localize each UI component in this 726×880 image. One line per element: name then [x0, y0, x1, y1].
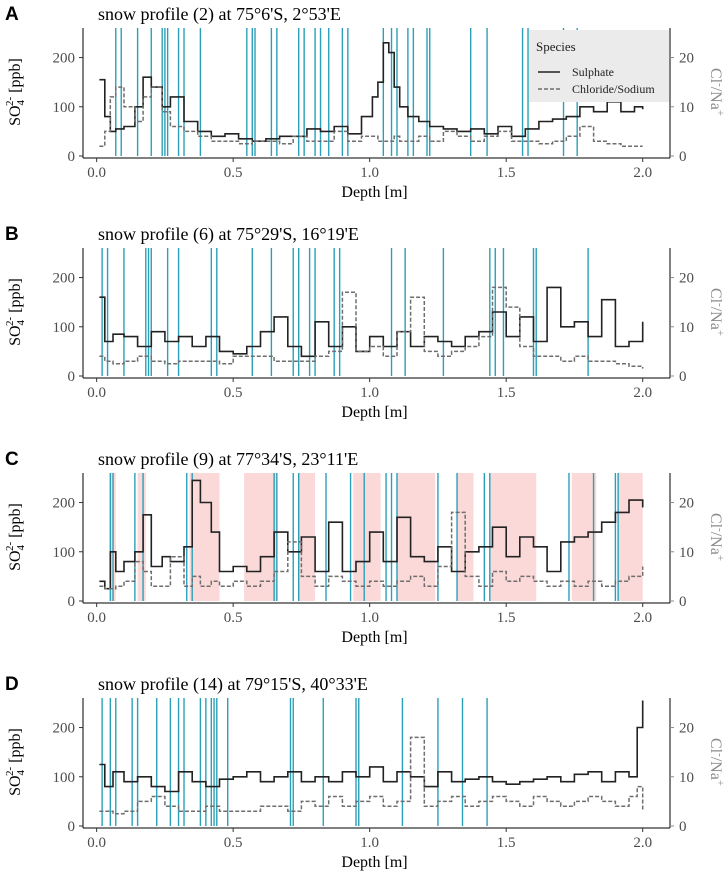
- series-chloride-sodium: [99, 286, 644, 369]
- panel-title: snow profile (6) at 75°29'S, 16°19'E: [98, 224, 359, 245]
- x-tick-label: 1.0: [360, 165, 379, 181]
- x-axis-title: Depth [m]: [341, 629, 407, 646]
- y-axis-title: SO42- [ppb]: [4, 278, 27, 346]
- highlight-band: [137, 473, 146, 601]
- y-tick-label-right: 20: [679, 51, 694, 67]
- x-tick-label: 0.0: [87, 385, 106, 401]
- x-tick-label: 0.5: [224, 165, 243, 181]
- series-chloride-sodium: [99, 736, 644, 815]
- y-tick-label-right: 0: [679, 819, 687, 835]
- panel-letter: B: [5, 224, 19, 245]
- highlight-band: [618, 473, 643, 601]
- x-tick-label: 1.5: [497, 385, 516, 401]
- y-tick-label-right: 10: [679, 100, 694, 116]
- legend: Species Sulphate Chloride/Sodium: [529, 30, 669, 102]
- y-tick-label: 200: [53, 271, 76, 287]
- y-tick-label-right: 0: [679, 369, 687, 385]
- y-tick-label: 100: [53, 545, 76, 561]
- x-tick-label: 2.0: [633, 835, 652, 851]
- y-tick-label: 100: [53, 770, 76, 786]
- y-axis-title-right: Cl-/Na+: [707, 513, 726, 561]
- y-tick-label-right: 20: [679, 271, 694, 287]
- highlight-band: [457, 473, 474, 601]
- x-axis-title: Depth [m]: [341, 854, 407, 871]
- x-tick-label: 0.0: [87, 610, 106, 626]
- y-axis-title: SO42- [ppb]: [4, 728, 27, 796]
- legend-label-sulphate: Sulphate: [572, 65, 614, 79]
- y-tick-label: 100: [53, 100, 76, 116]
- y-tick-label: 0: [68, 819, 76, 835]
- y-tick-label: 100: [53, 320, 76, 336]
- y-axis-title-right: Cl-/Na+: [707, 68, 726, 116]
- y-tick-label: 200: [53, 496, 76, 512]
- y-axis-title: SO42- [ppb]: [4, 503, 27, 571]
- y-tick-label-right: 10: [679, 770, 694, 786]
- x-tick-label: 2.0: [633, 385, 652, 401]
- x-tick-label: 0.5: [224, 385, 243, 401]
- panel-title: snow profile (9) at 77°34'S, 23°11'E: [98, 449, 358, 470]
- y-tick-label: 0: [68, 149, 76, 165]
- series-sulphate: [99, 700, 644, 793]
- series-sulphate: [99, 479, 644, 590]
- x-tick-label: 2.0: [633, 165, 652, 181]
- series-sulphate: [99, 286, 644, 358]
- panel-title: snow profile (2) at 75°6'S, 2°53'E: [98, 4, 341, 25]
- y-axis-title: SO42- [ppb]: [4, 58, 27, 126]
- x-axis-title: Depth [m]: [341, 404, 407, 421]
- highlight-band: [244, 473, 277, 601]
- x-tick-label: 0.0: [87, 165, 106, 181]
- y-tick-label: 0: [68, 594, 76, 610]
- y-tick-label-right: 20: [679, 496, 694, 512]
- y-tick-label: 200: [53, 51, 76, 67]
- x-tick-label: 1.5: [497, 835, 516, 851]
- legend-label-chloride-sodium: Chloride/Sodium: [572, 82, 655, 96]
- x-tick-label: 1.0: [360, 610, 379, 626]
- panel-title: snow profile (14) at 79°15'S, 40°33'E: [98, 674, 368, 695]
- y-tick-label-right: 0: [679, 149, 687, 165]
- y-axis-title-right: Cl-/Na+: [707, 738, 726, 786]
- x-tick-label: 1.5: [497, 165, 516, 181]
- highlight-band: [353, 473, 381, 601]
- y-tick-label: 200: [53, 721, 76, 737]
- series-chloride-sodium: [99, 511, 644, 590]
- y-axis-title-right: Cl-/Na+: [707, 288, 726, 336]
- x-tick-label: 1.0: [360, 385, 379, 401]
- highlight-band: [189, 473, 220, 601]
- x-tick-label: 0.0: [87, 835, 106, 851]
- x-tick-label: 0.5: [224, 610, 243, 626]
- panel-letter: C: [5, 449, 19, 470]
- legend-box: [529, 30, 669, 102]
- x-tick-label: 1.0: [360, 835, 379, 851]
- x-tick-label: 2.0: [633, 610, 652, 626]
- y-tick-label-right: 10: [679, 320, 694, 336]
- legend-title: Species: [536, 39, 576, 54]
- x-tick-label: 0.5: [224, 835, 243, 851]
- x-tick-label: 1.5: [497, 610, 516, 626]
- series-chloride-sodium: [99, 86, 643, 147]
- y-tick-label: 0: [68, 369, 76, 385]
- x-axis-title: Depth [m]: [341, 184, 407, 201]
- y-tick-label-right: 20: [679, 721, 694, 737]
- y-tick-label-right: 10: [679, 545, 694, 561]
- y-tick-label-right: 0: [679, 594, 687, 610]
- panel-letter: D: [5, 674, 19, 695]
- highlight-band: [396, 473, 436, 601]
- panel-letter: A: [5, 4, 19, 25]
